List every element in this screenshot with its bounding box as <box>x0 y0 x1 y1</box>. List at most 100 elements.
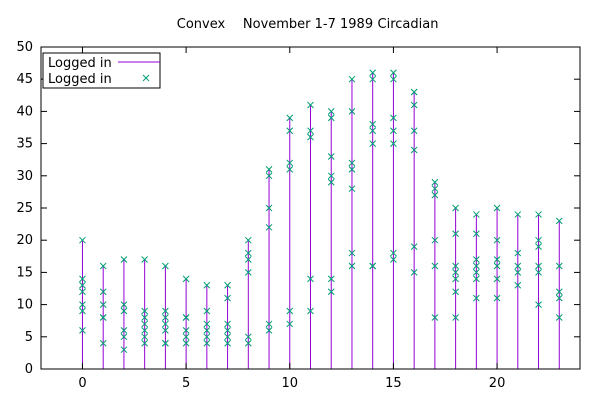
data-point <box>390 249 397 257</box>
data-point <box>182 314 190 321</box>
data-point <box>493 236 501 244</box>
data-point <box>286 320 294 328</box>
data-point <box>514 262 522 270</box>
data-point <box>390 114 397 122</box>
y-tick-label: 0 <box>25 362 33 377</box>
y-tick-label: 15 <box>16 265 33 280</box>
data-point <box>555 262 563 270</box>
data-point <box>182 327 190 334</box>
data-point <box>224 281 231 289</box>
data-point <box>203 320 211 328</box>
data-point <box>369 127 377 135</box>
data-point <box>369 75 377 83</box>
data-point <box>514 281 522 289</box>
data-point <box>79 307 86 315</box>
data-point <box>348 166 356 173</box>
data-point <box>493 256 501 263</box>
data-point <box>141 314 149 321</box>
data-point <box>99 339 107 347</box>
data-point <box>431 236 439 244</box>
data-point <box>390 140 397 147</box>
data-point <box>120 333 128 341</box>
data-point <box>265 204 273 212</box>
data-point <box>535 236 542 244</box>
data-point <box>390 75 397 83</box>
data-point <box>514 269 522 276</box>
data-point <box>555 217 563 225</box>
data-point <box>203 281 211 289</box>
data-point <box>307 101 314 109</box>
data-point <box>535 269 542 276</box>
data-point <box>99 288 107 296</box>
data-point <box>307 133 314 141</box>
data-point <box>327 108 335 115</box>
data-point <box>410 127 418 135</box>
data-point <box>535 301 542 308</box>
data-point <box>182 333 190 341</box>
data-point <box>327 275 335 283</box>
data-point <box>162 307 169 315</box>
data-point <box>369 69 377 77</box>
data-point <box>390 69 397 77</box>
data-point <box>141 320 149 328</box>
data-point <box>431 314 439 321</box>
data-point <box>265 172 273 180</box>
y-tick-label: 25 <box>16 201 33 216</box>
data-point <box>307 127 314 135</box>
data-point <box>79 275 86 283</box>
data-point <box>286 159 294 167</box>
data-point <box>514 249 522 257</box>
data-point <box>79 327 86 334</box>
data-point <box>162 339 169 347</box>
data-point <box>369 140 377 147</box>
legend-marker-x <box>142 74 150 82</box>
data-point <box>327 153 335 160</box>
data-point <box>224 294 231 302</box>
data-point <box>79 301 86 308</box>
data-point <box>431 262 439 270</box>
chart-title-part-2: November 1-7 1989 <box>243 17 373 32</box>
data-point <box>472 230 480 238</box>
data-point <box>452 269 459 276</box>
data-point <box>493 262 501 270</box>
data-point <box>390 256 397 263</box>
data-point <box>410 88 418 96</box>
data-point <box>390 127 397 135</box>
data-point <box>79 281 86 289</box>
data-point <box>120 307 128 315</box>
data-point <box>203 339 211 347</box>
data-point <box>327 288 335 296</box>
data-point <box>141 327 149 334</box>
data-point <box>452 204 459 212</box>
data-point <box>120 346 128 354</box>
y-tick-label: 10 <box>16 298 33 313</box>
x-tick-label: 10 <box>281 376 298 391</box>
data-point <box>307 275 314 283</box>
x-tick-label: 5 <box>182 376 190 391</box>
data-point <box>452 314 459 321</box>
x-tick-label: 20 <box>489 376 506 391</box>
data-point <box>472 262 480 270</box>
data-point <box>555 294 563 302</box>
data-point <box>535 262 542 270</box>
data-point <box>410 101 418 109</box>
data-point <box>514 211 522 218</box>
data-point <box>431 178 439 186</box>
data-point <box>327 172 335 180</box>
marks-layer <box>79 69 563 369</box>
data-point <box>472 269 480 276</box>
data-point <box>555 314 563 321</box>
y-tick-label: 30 <box>16 169 33 184</box>
data-point <box>203 307 211 315</box>
data-point <box>286 166 294 173</box>
data-point <box>535 243 542 250</box>
y-tick-label: 40 <box>16 104 33 119</box>
data-point <box>452 275 459 283</box>
legend-box <box>42 52 161 89</box>
data-point <box>472 275 480 283</box>
data-point <box>348 262 356 270</box>
data-point <box>224 339 231 347</box>
data-point <box>493 294 501 302</box>
